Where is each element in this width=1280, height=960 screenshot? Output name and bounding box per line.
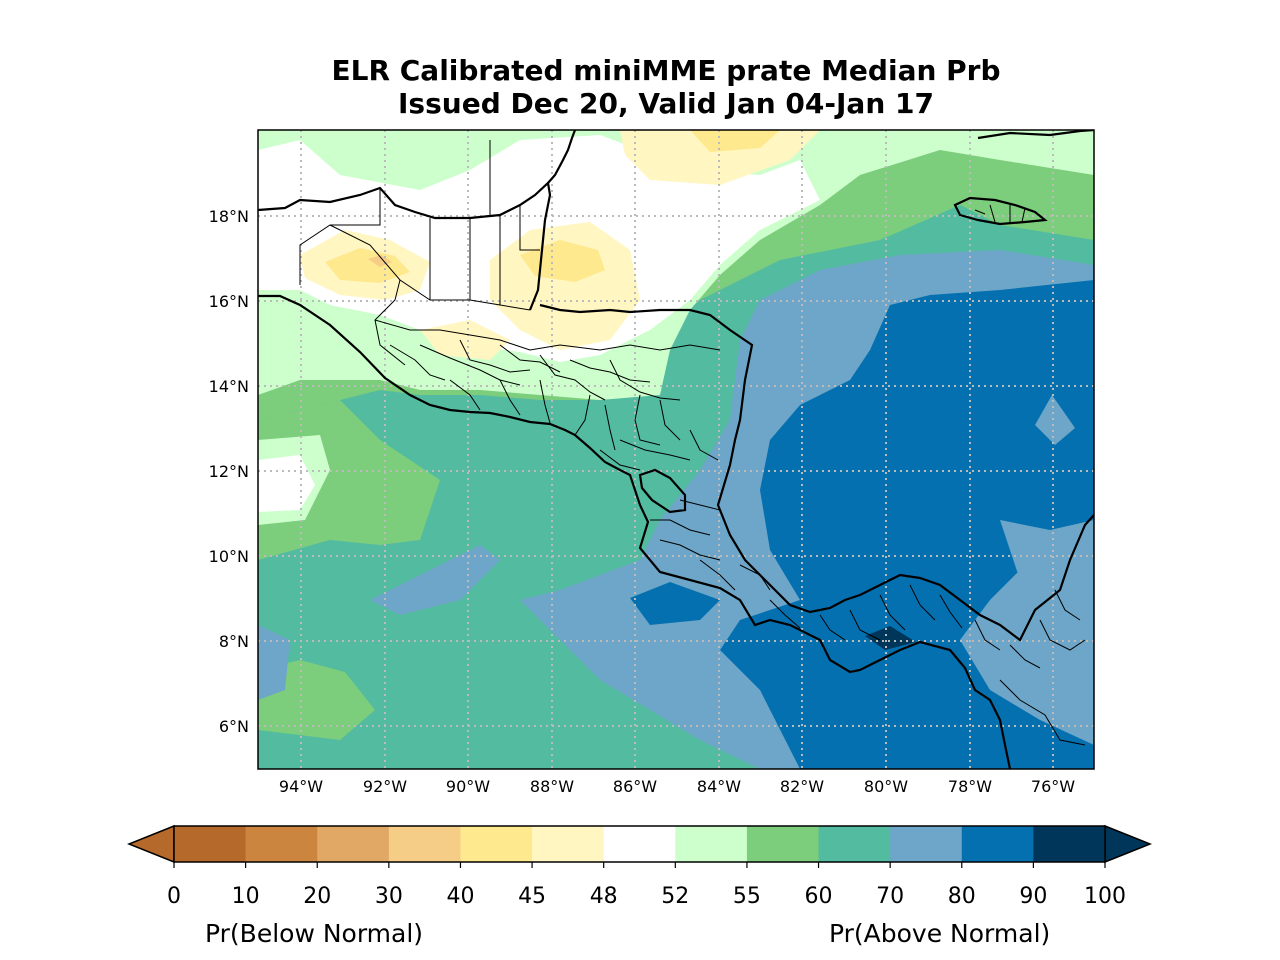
probability-fill-layer [258, 130, 1094, 769]
colorbar-frame [173, 825, 1106, 863]
lon-label: 82°W [780, 777, 824, 796]
colorbar-tick-label: 10 [232, 884, 260, 909]
zone-55-60-southwest [258, 660, 375, 740]
lon-label: 94°W [279, 777, 323, 796]
caribbean-coastline [539, 303, 1094, 642]
jamaica-outline [953, 196, 1048, 226]
colorbar-tick-label: 20 [303, 884, 331, 909]
colorbar-segment [460, 826, 533, 862]
zone-70-80-spot [1035, 395, 1075, 445]
colorbar-segment [532, 826, 605, 862]
above-normal-label: Pr(Above Normal) [829, 919, 1051, 948]
lon-label: 90°W [446, 777, 490, 796]
colorbar-segments [174, 826, 1106, 862]
zone-40-45-top [690, 130, 780, 152]
colorbar-segment [603, 826, 676, 862]
lat-label: 12°N [209, 462, 249, 481]
below-normal-label: Pr(Below Normal) [205, 919, 424, 948]
zone-45-48-top [620, 130, 820, 185]
map-title-line1: ELR Calibrated miniMME prate Median Prb [331, 54, 1001, 87]
lat-label: 14°N [209, 377, 249, 396]
colorbar-segment [317, 826, 390, 862]
colorbar-tick-label: 52 [661, 884, 689, 909]
colorbar-tick-label: 45 [518, 884, 546, 909]
colorbar-tick-label: 60 [805, 884, 833, 909]
colorbar-segment [388, 826, 461, 862]
colorbar: 0 10 20 30 40 45 48 52 55 60 70 80 90 100 [126, 824, 1153, 909]
zone-80-90-main [720, 280, 1094, 769]
zone-70-80-edge [258, 625, 290, 700]
lake-nicaragua [638, 468, 687, 514]
zone-80-90-west [630, 582, 720, 625]
colorbar-tick-label: 80 [948, 884, 976, 909]
lon-label: 78°W [948, 777, 992, 796]
lon-label: 92°W [363, 777, 407, 796]
lon-label: 88°W [530, 777, 574, 796]
map-title-line2: Issued Dec 20, Valid Jan 04-Jan 17 [398, 87, 934, 120]
admin-borders [299, 140, 1086, 746]
colorbar-segment [675, 826, 748, 862]
lat-label: 10°N [209, 547, 249, 566]
colorbar-tick-label: 55 [733, 884, 761, 909]
map-frame [257, 129, 1095, 770]
pacific-coastline [258, 294, 1012, 769]
colorbar-segment [245, 826, 318, 862]
lon-label: 84°W [697, 777, 741, 796]
colorbar-segment [1033, 826, 1106, 862]
colorbar-tick-label: 90 [1019, 884, 1047, 909]
colorbar-segment [746, 826, 820, 862]
colorbar-under-arrow [126, 824, 175, 864]
zone-90-100 [865, 626, 916, 650]
lon-label: 80°W [864, 777, 908, 796]
lat-label: 16°N [209, 292, 249, 311]
colorbar-tick-label: 100 [1084, 884, 1126, 909]
lat-label: 8°N [219, 632, 249, 651]
colorbar-tick-label: 70 [876, 884, 904, 909]
colorbar-tick-label: 48 [590, 884, 618, 909]
graticule [258, 130, 1094, 769]
lon-label: 76°W [1031, 777, 1075, 796]
colorbar-tick-label: 0 [167, 884, 181, 909]
zone-80-90-cutout [1000, 520, 1094, 610]
colorbar-segment [890, 826, 963, 862]
yucatan-east-coast [547, 130, 577, 184]
colorbar-segment [174, 826, 247, 862]
lon-tick-labels: 94°W 92°W 90°W 88°W 86°W 84°W 82°W 80°W … [279, 777, 1075, 796]
lon-label: 86°W [613, 777, 657, 796]
colorbar-segment [818, 826, 891, 862]
colorbar-tick-label: 40 [446, 884, 474, 909]
zone-80-90-east [1060, 300, 1094, 400]
colorbar-ticks: 0 10 20 30 40 45 48 52 55 60 70 80 90 100 [167, 862, 1126, 909]
zone-40-45-west [325, 248, 410, 283]
lat-tick-labels: 18°N 16°N 14°N 12°N 10°N 8°N 6°N [209, 207, 249, 736]
colorbar-over-arrow [1104, 824, 1153, 864]
colorbar-segment [961, 826, 1034, 862]
lat-label: 6°N [219, 717, 249, 736]
lat-label: 18°N [209, 207, 249, 226]
colorbar-tick-label: 30 [375, 884, 403, 909]
